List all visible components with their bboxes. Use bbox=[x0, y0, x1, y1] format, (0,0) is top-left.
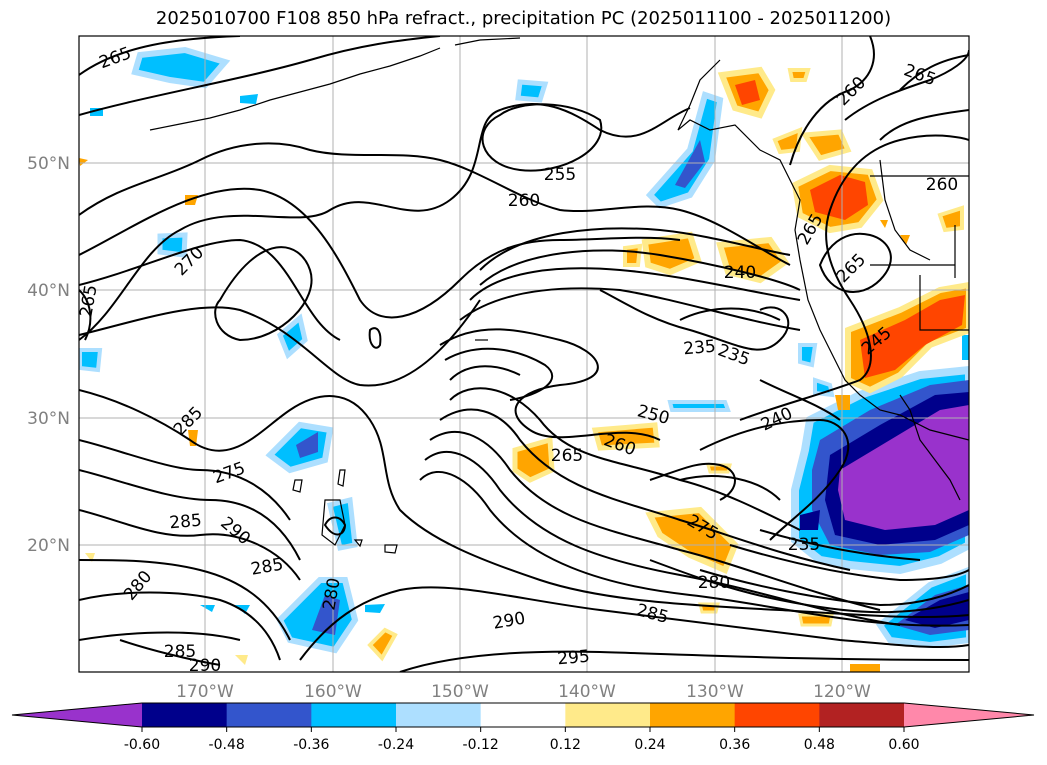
contour-label: 260 bbox=[926, 175, 958, 195]
map-panel: 265 260 265 255 260 270 265 240 235 235 … bbox=[76, 36, 969, 676]
lon-label-150w: 150°W bbox=[431, 682, 489, 702]
colorbar-tick-label: -0.36 bbox=[293, 737, 329, 753]
lon-label-120w: 120°W bbox=[813, 682, 871, 702]
colorbar-tick-label: -0.48 bbox=[209, 737, 245, 753]
colorbar-tick-label: -0.12 bbox=[463, 737, 499, 753]
colorbar-min-extension bbox=[12, 703, 142, 727]
colorbar-segment bbox=[480, 703, 566, 727]
contour-label: 290 bbox=[189, 656, 221, 676]
contour-label: 280 bbox=[698, 573, 730, 593]
contour-label: 265 bbox=[551, 446, 583, 466]
contour-label: 235 bbox=[788, 535, 820, 555]
colorbar-segment bbox=[311, 703, 397, 727]
contour-label: 265 bbox=[76, 283, 101, 318]
lon-label-130w: 130°W bbox=[686, 682, 744, 702]
lon-label-140w: 140°W bbox=[558, 682, 616, 702]
lat-label-40n: 40°N bbox=[27, 281, 70, 301]
lat-label-50n: 50°N bbox=[27, 154, 70, 174]
longitude-labels: 170°W 160°W 150°W 140°W 130°W 120°W bbox=[176, 682, 871, 702]
colorbar-segment bbox=[819, 703, 905, 727]
map-frame bbox=[78, 35, 970, 673]
lat-label-20n: 20°N bbox=[27, 536, 70, 556]
coastlines bbox=[149, 37, 969, 554]
colorbar: -0.60 -0.48 -0.36 -0.24 -0.12 0.12 0.24 0.36 0.4… bbox=[11, 702, 1035, 753]
colorbar-segment bbox=[226, 703, 312, 727]
latitude-labels: 50°N 40°N 30°N 20°N bbox=[27, 154, 70, 556]
colorbar-max-extension bbox=[904, 703, 1034, 727]
colorbar-tick-label: -0.24 bbox=[378, 737, 414, 753]
colorbar-tick-label: 0.36 bbox=[719, 737, 750, 753]
contour-label: 240 bbox=[724, 263, 756, 283]
colorbar-tick-label: -0.60 bbox=[124, 737, 160, 753]
contour-label: 255 bbox=[544, 165, 576, 185]
colorbar-segment bbox=[142, 703, 228, 727]
contour-label: 260 bbox=[508, 191, 540, 211]
colorbar-segment bbox=[650, 703, 736, 727]
colorbar-segment bbox=[565, 703, 651, 727]
colorbar-tick-label: 0.60 bbox=[888, 737, 919, 753]
precip-positive-shading bbox=[79, 66, 969, 672]
contour-label: 295 bbox=[557, 647, 591, 670]
contour-label: 235 bbox=[683, 337, 717, 360]
refractivity-contours bbox=[79, 36, 969, 672]
map-title: 2025010700 F108 850 hPa refract., precip… bbox=[155, 8, 892, 29]
lat-label-30n: 30°N bbox=[27, 409, 70, 429]
colorbar-tick-label: 0.24 bbox=[634, 737, 665, 753]
lon-label-160w: 160°W bbox=[304, 682, 362, 702]
precip-negative-shading bbox=[79, 46, 969, 654]
contour-label: 285 bbox=[164, 642, 196, 662]
colorbar-tick-label: 0.48 bbox=[804, 737, 835, 753]
contour-label: 285 bbox=[169, 511, 203, 534]
colorbar-segment bbox=[396, 703, 482, 727]
colorbar-segment bbox=[734, 703, 820, 727]
colorbar-tick-label: 0.12 bbox=[550, 737, 581, 753]
lon-label-170w: 170°W bbox=[176, 682, 234, 702]
